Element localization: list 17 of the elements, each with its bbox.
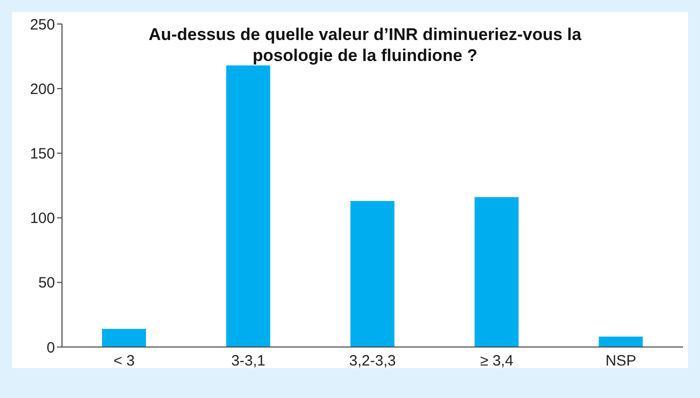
- y-tick-label: 200: [30, 80, 55, 98]
- x-tick-label: 3,2-3,3: [349, 352, 396, 370]
- y-tick-label: 50: [38, 274, 55, 292]
- x-tick-label: 3-3,1: [231, 352, 266, 370]
- bar: [226, 65, 270, 347]
- text: Au-dessus de quelle valeur d’INR diminueriez-vous la posologie de la fluindione ?: [148, 24, 582, 66]
- y-tick-label: 100: [30, 210, 55, 228]
- bar: [102, 328, 146, 347]
- y-tick-label: 150: [30, 146, 55, 163]
- bar: [598, 336, 643, 347]
- bar: [474, 197, 519, 347]
- x-tick-label: NSP: [605, 352, 636, 370]
- x-tick-label: < 3: [113, 352, 135, 370]
- bar: [350, 201, 394, 347]
- x-tick-label: ≥ 3,4: [480, 352, 514, 370]
- y-tick-label: 0: [46, 339, 55, 356]
- y-tick-label: 250: [30, 16, 55, 34]
